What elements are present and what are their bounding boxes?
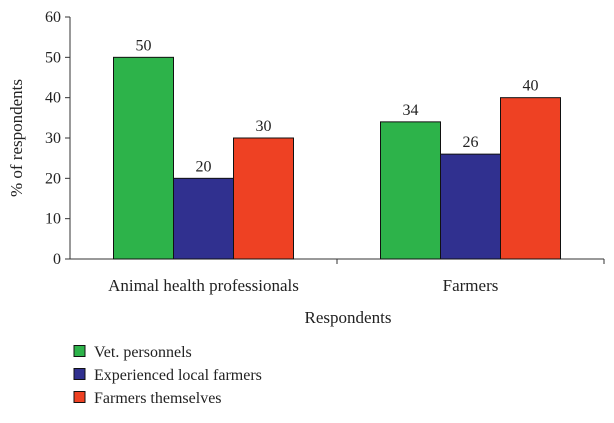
y-tick-label: 40 [45,90,61,107]
data-label: 40 [523,78,539,95]
legend-swatch [73,391,86,403]
data-label: 50 [136,37,152,54]
legend: Vet. personnels Experienced local farmers… [73,344,262,407]
data-label: 20 [196,158,212,175]
data-labels: 50 20 30 34 26 40 [136,37,539,175]
bar [173,177,234,260]
x-tick-label: Farmers [443,276,499,295]
legend-label: Experienced local farmers [94,367,262,384]
bar [500,97,561,260]
y-tick-label: 30 [45,130,61,147]
bar [380,121,441,260]
y-tick-label: 50 [45,49,61,66]
y-axis-label: % of respondents [7,79,26,197]
x-axis: Animal health professionals Farmers [70,258,605,295]
legend-item: Experienced local farmers [73,367,262,384]
data-label: 26 [463,134,479,151]
data-label: 30 [256,118,272,135]
legend-item: Farmers themselves [73,390,222,407]
y-tick-label: 10 [45,211,61,228]
y-tick-label: 20 [45,170,61,187]
legend-label: Farmers themselves [94,390,222,407]
y-axis: 0 10 20 30 40 50 60 [45,9,71,268]
x-axis-label: Respondents [305,308,392,327]
bar [113,56,174,260]
bar [440,153,501,260]
data-label: 34 [403,102,419,119]
y-tick-label: 0 [53,251,61,268]
legend-label: Vet. personnels [94,344,192,361]
x-tick-label: Animal health professionals [108,276,299,295]
legend-swatch [73,345,86,357]
bars [113,56,561,260]
legend-item: Vet. personnels [73,344,192,361]
y-tick-label: 60 [45,9,61,26]
legend-swatch [73,368,86,380]
bar [233,137,294,260]
